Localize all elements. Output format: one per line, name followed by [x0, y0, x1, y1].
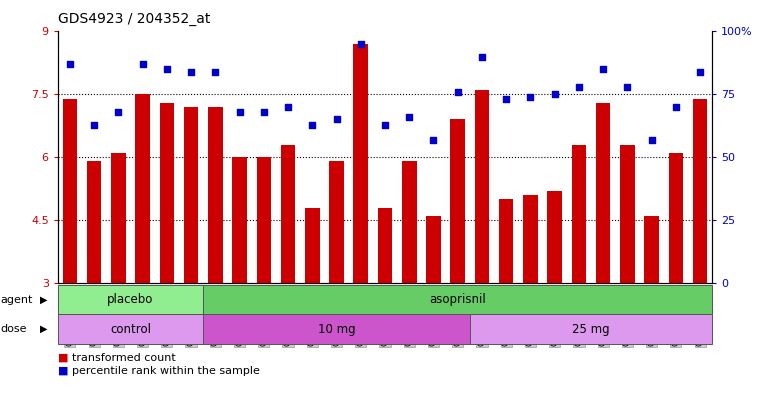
Bar	[159, 103, 174, 283]
Point	[112, 109, 125, 115]
Bar	[87, 162, 102, 283]
Bar	[256, 157, 271, 283]
Bar	[644, 216, 659, 283]
Point	[88, 121, 100, 128]
Point	[258, 109, 270, 115]
Point	[573, 84, 585, 90]
Text: 25 mg: 25 mg	[572, 323, 610, 336]
Text: transformed count: transformed count	[72, 353, 176, 363]
Bar	[450, 119, 465, 283]
Point	[306, 121, 319, 128]
Bar	[111, 153, 126, 283]
Bar	[427, 216, 440, 283]
Text: control: control	[110, 323, 151, 336]
Point	[161, 66, 173, 72]
Point	[621, 84, 634, 90]
Point	[500, 96, 512, 103]
Bar	[353, 44, 368, 283]
Bar	[571, 145, 586, 283]
Bar	[58, 314, 203, 344]
Point	[694, 68, 706, 75]
Point	[645, 136, 658, 143]
Point	[670, 104, 682, 110]
Point	[282, 104, 294, 110]
Point	[379, 121, 391, 128]
Point	[355, 41, 367, 47]
Bar	[62, 99, 77, 283]
Point	[476, 53, 488, 60]
Bar	[523, 195, 537, 283]
Bar	[547, 191, 562, 283]
Bar	[233, 157, 247, 283]
Bar	[305, 208, 320, 283]
Point	[185, 68, 197, 75]
Point	[597, 66, 609, 72]
Bar	[203, 314, 470, 344]
Point	[427, 136, 440, 143]
Point	[403, 114, 415, 120]
Point	[451, 89, 464, 95]
Text: 10 mg: 10 mg	[318, 323, 355, 336]
Text: GDS4923 / 204352_at: GDS4923 / 204352_at	[58, 12, 210, 26]
Bar	[136, 94, 150, 283]
Bar	[668, 153, 683, 283]
Text: placebo: placebo	[107, 293, 154, 306]
Bar	[281, 145, 296, 283]
Bar	[203, 285, 712, 314]
Text: agent: agent	[1, 295, 33, 305]
Bar	[58, 285, 203, 314]
Point	[524, 94, 537, 100]
Bar	[208, 107, 223, 283]
Bar	[184, 107, 199, 283]
Bar	[474, 90, 489, 283]
Text: ■: ■	[58, 365, 69, 376]
Bar	[402, 162, 417, 283]
Bar	[596, 103, 611, 283]
Point	[209, 68, 222, 75]
Bar	[378, 208, 392, 283]
Text: percentile rank within the sample: percentile rank within the sample	[72, 365, 259, 376]
Bar	[499, 199, 514, 283]
Point	[548, 91, 561, 97]
Point	[64, 61, 76, 67]
Bar	[693, 99, 708, 283]
Bar	[470, 314, 712, 344]
Point	[233, 109, 246, 115]
Text: asoprisnil: asoprisnil	[430, 293, 486, 306]
Text: ▶: ▶	[40, 324, 48, 334]
Text: ■: ■	[58, 353, 69, 363]
Bar	[330, 162, 343, 283]
Text: dose: dose	[1, 324, 27, 334]
Point	[330, 116, 343, 123]
Bar	[620, 145, 634, 283]
Text: ▶: ▶	[40, 295, 48, 305]
Point	[136, 61, 149, 67]
